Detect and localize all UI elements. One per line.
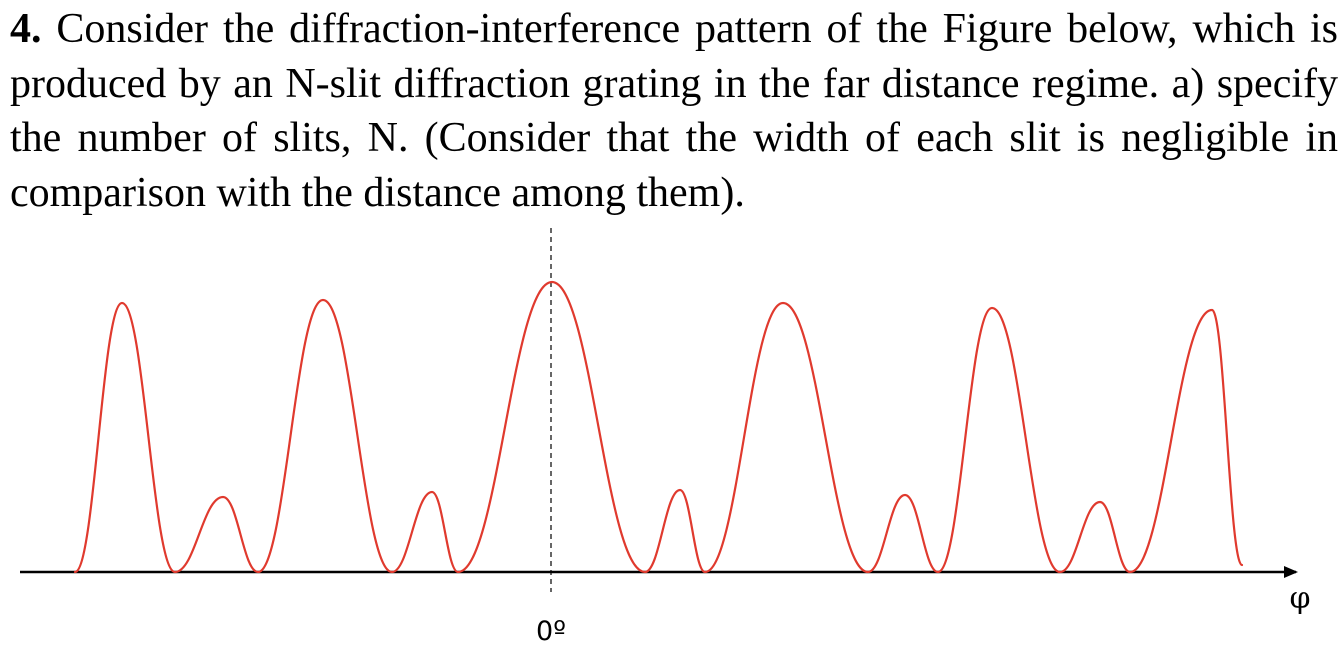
question-body: Consider the diffraction-interference pa… — [10, 6, 1338, 216]
question-number: 4. — [10, 6, 42, 52]
intensity-curve — [73, 280, 1244, 574]
axis-variable-label: φ — [1289, 581, 1310, 616]
origin-label: 0º — [536, 616, 566, 647]
question-text: 4. Consider the diffraction-interference… — [10, 2, 1338, 220]
